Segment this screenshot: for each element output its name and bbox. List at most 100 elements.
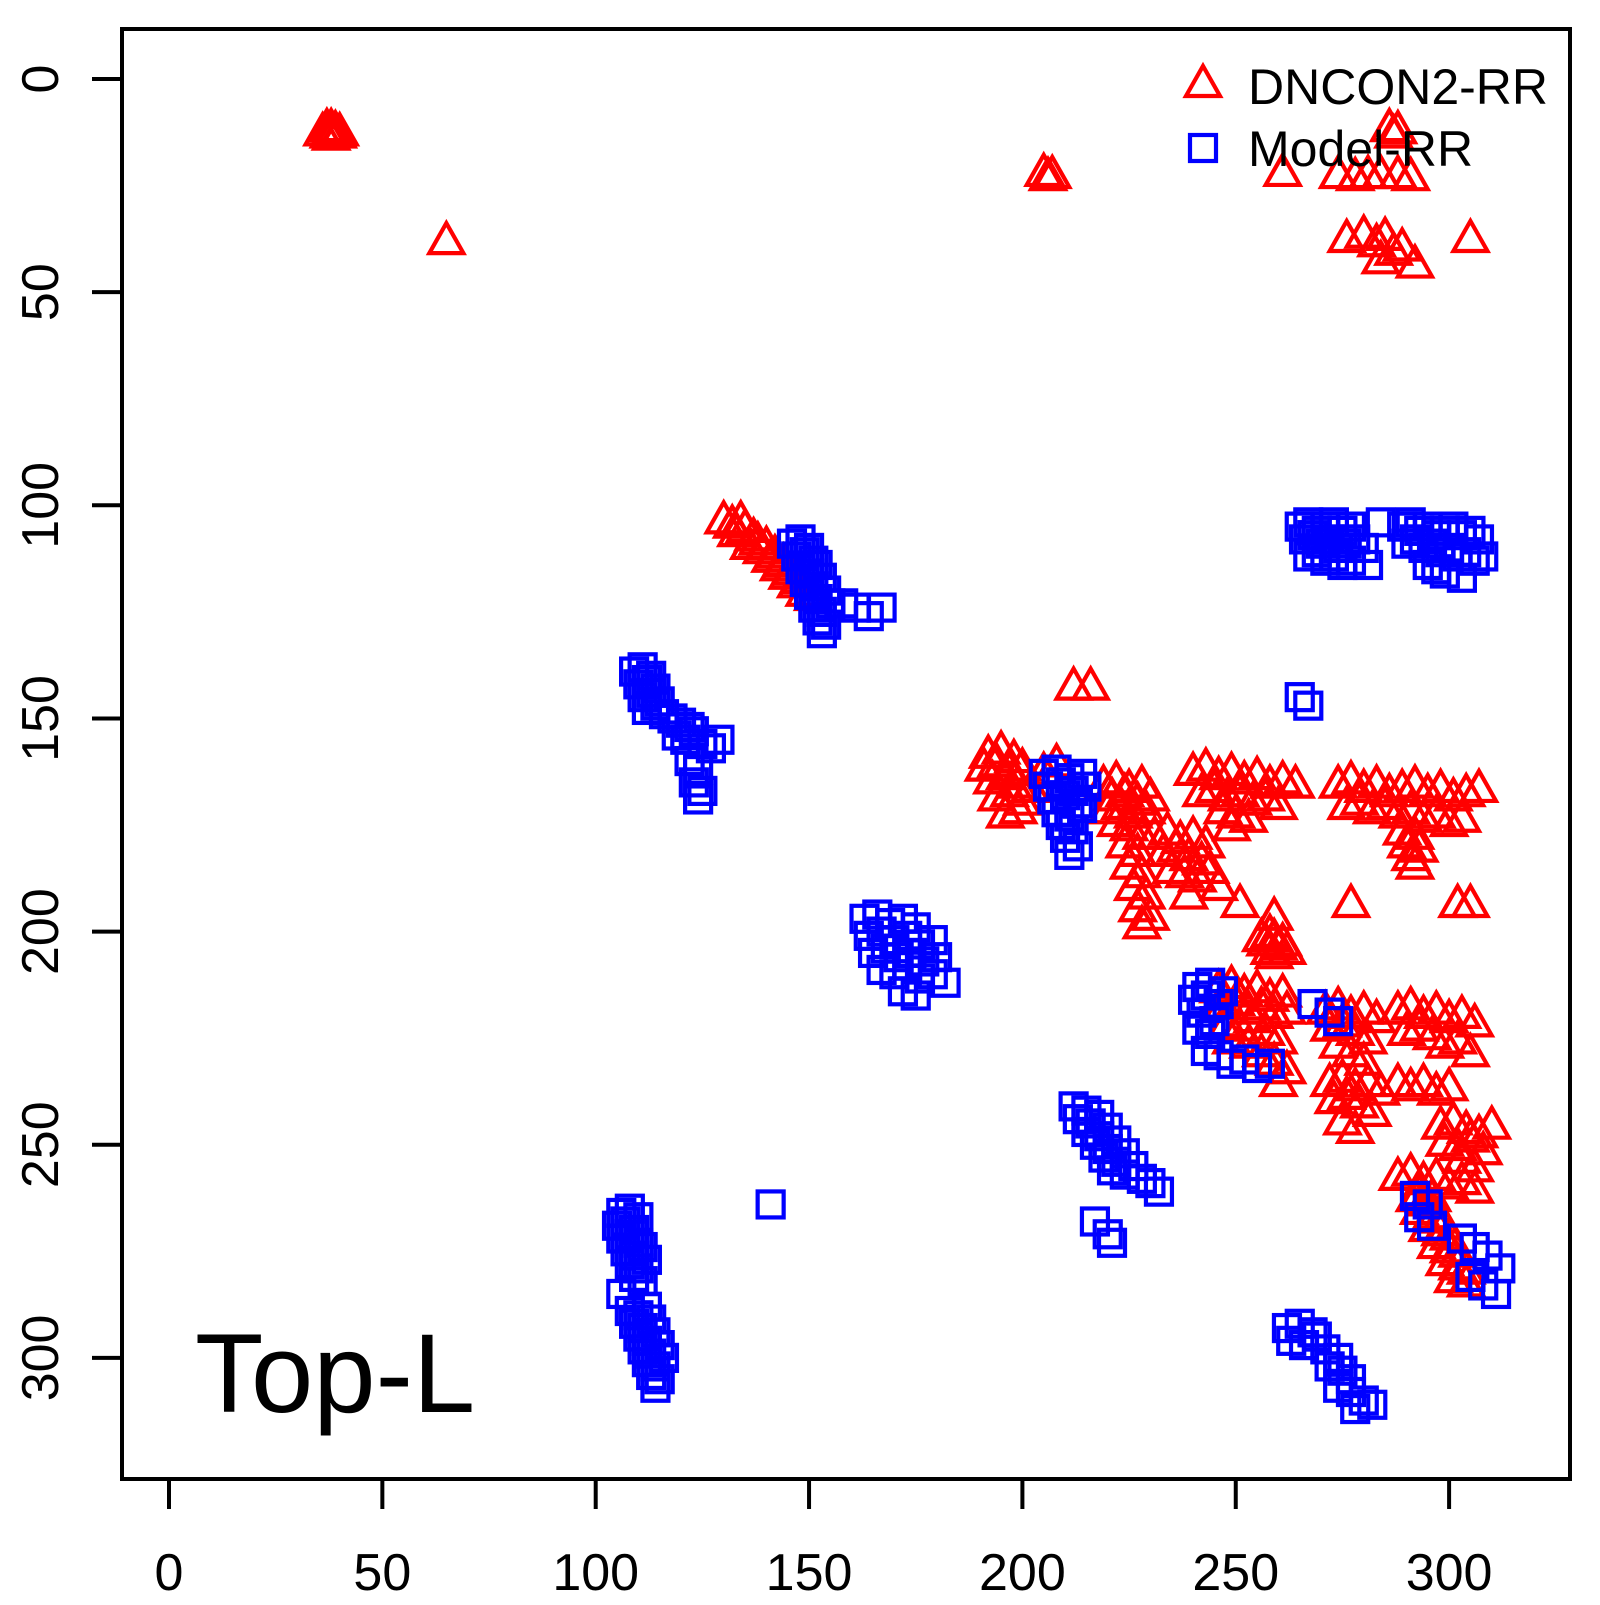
y-axis: 0 50 100 150 200 250 300 <box>12 65 122 1402</box>
square-marker <box>644 1364 675 1395</box>
triangle-marker <box>1070 664 1112 701</box>
triangle-marker <box>1027 154 1069 192</box>
triangle-marker <box>1402 992 1445 1029</box>
y-tick-label: 100 <box>12 462 70 549</box>
square-marker <box>1335 545 1367 576</box>
triangle-marker <box>1181 770 1223 808</box>
triangle-marker <box>1219 881 1261 919</box>
square-marker <box>1297 988 1328 1020</box>
x-tick-label: 50 <box>353 1544 411 1600</box>
triangle-marker <box>1458 1111 1500 1149</box>
square-marker <box>930 967 961 998</box>
triangle-marker <box>1313 1077 1355 1115</box>
x-axis: 0 50 100 150 200 250 300 <box>155 1479 1492 1602</box>
square-marker <box>900 980 931 1011</box>
triangle-marker <box>1266 988 1308 1025</box>
square-marker <box>1092 1219 1123 1250</box>
triangle-marker <box>1437 1124 1479 1162</box>
triangle-marker <box>1377 988 1419 1025</box>
triangle-marker <box>1253 894 1295 931</box>
square-marker <box>1480 1278 1512 1310</box>
x-tick-label: 0 <box>155 1544 184 1600</box>
triangle-marker <box>1249 762 1291 799</box>
triangle-marker <box>1223 758 1265 795</box>
triangle-marker <box>1449 881 1492 919</box>
legend-label-model: Model-RR <box>1248 121 1473 177</box>
square-marker <box>1062 831 1093 862</box>
triangle-marker <box>1330 881 1372 919</box>
triangle-marker <box>1454 1167 1496 1204</box>
square-marker <box>640 1372 671 1403</box>
square-marker <box>1071 771 1102 802</box>
square-marker <box>1143 1176 1175 1207</box>
triangle-marker <box>1326 783 1368 821</box>
square-marker <box>806 618 837 649</box>
triangle-marker <box>1419 1103 1462 1140</box>
square-marker <box>1340 1393 1371 1425</box>
square-marker <box>1284 682 1315 713</box>
triangle-marker <box>1053 664 1095 701</box>
square-marker <box>755 1189 786 1220</box>
triangle-marker <box>1112 792 1154 829</box>
triangle-marker <box>1373 112 1415 149</box>
square-marker <box>1348 1385 1379 1416</box>
triangle-marker <box>1454 1001 1496 1038</box>
triangle-marker <box>1334 1107 1376 1145</box>
legend-square-icon <box>1187 132 1219 164</box>
square-marker <box>704 724 735 755</box>
triangle-marker <box>1368 770 1410 808</box>
square-marker <box>1067 792 1098 824</box>
triangle-marker <box>1377 792 1419 829</box>
square-marker <box>1416 1210 1448 1241</box>
triangle-marker <box>1441 796 1483 833</box>
triangle-marker <box>1262 150 1304 188</box>
triangle-marker <box>1351 787 1393 825</box>
triangle-marker <box>1121 903 1163 940</box>
square-marker <box>1327 1355 1358 1386</box>
x-tick-label: 200 <box>979 1544 1066 1600</box>
square-marker <box>866 592 897 623</box>
triangle-marker <box>1471 1103 1513 1140</box>
series-model-rr <box>601 507 1516 1425</box>
triangle-marker <box>1377 152 1419 190</box>
triangle-marker <box>1390 154 1432 192</box>
triangle-marker <box>1394 843 1436 880</box>
triangle-marker <box>1198 864 1240 902</box>
triangle-marker <box>1317 762 1359 799</box>
square-marker <box>687 775 718 807</box>
square-marker <box>1412 549 1443 581</box>
y-tick-label: 150 <box>12 675 70 762</box>
triangle-marker <box>1249 975 1291 1012</box>
square-marker <box>1054 839 1085 870</box>
square-marker <box>1323 1006 1354 1037</box>
triangle-marker <box>1458 766 1500 804</box>
triangle-marker <box>1449 1116 1492 1153</box>
legend-label-dncon2: DNCON2-RR <box>1248 59 1548 115</box>
triangle-marker <box>1381 225 1423 262</box>
triangle-marker <box>1181 839 1223 876</box>
triangle-marker <box>1117 779 1159 816</box>
triangle-marker <box>1172 749 1214 786</box>
x-tick-label: 250 <box>1192 1544 1279 1600</box>
square-marker <box>1293 690 1324 721</box>
square-marker <box>1357 1389 1388 1420</box>
triangle-marker <box>1031 152 1073 190</box>
square-marker <box>674 745 705 777</box>
plot-box <box>120 27 1572 1481</box>
triangle-marker <box>1398 826 1440 863</box>
square-marker <box>1135 1168 1166 1199</box>
y-tick-label: 300 <box>12 1315 70 1402</box>
square-marker <box>683 784 714 815</box>
y-tick-label: 50 <box>12 263 70 321</box>
square-marker <box>1318 541 1349 572</box>
square-marker <box>678 767 709 798</box>
triangle-marker <box>1424 1022 1466 1059</box>
triangle-marker <box>1360 1069 1402 1106</box>
triangle-marker <box>1227 796 1270 833</box>
triangle-marker <box>1449 1030 1492 1068</box>
triangle-marker <box>1129 894 1172 931</box>
square-marker <box>1195 1018 1226 1050</box>
square-marker <box>1254 1048 1285 1079</box>
